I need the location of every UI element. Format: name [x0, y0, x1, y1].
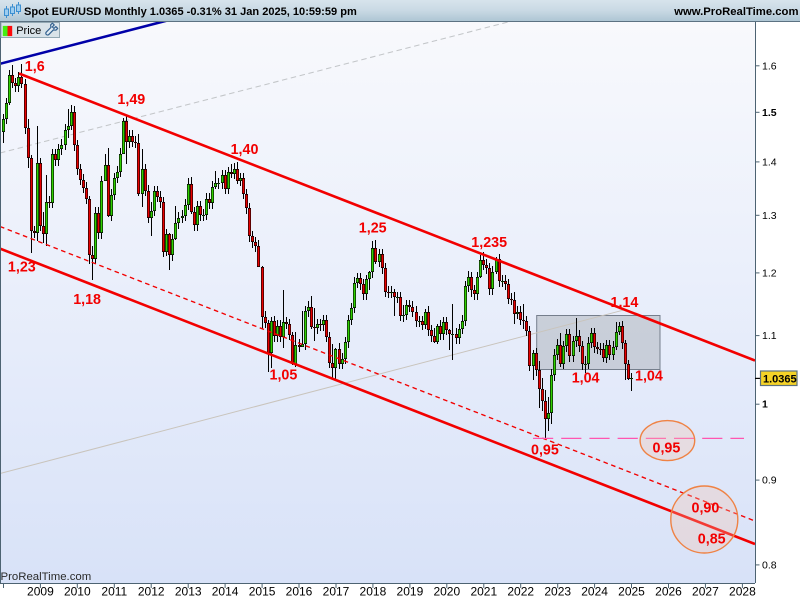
svg-text:2011: 2011 — [101, 585, 127, 599]
svg-text:0.9: 0.9 — [762, 475, 777, 487]
svg-text:1,14: 1,14 — [611, 295, 639, 311]
svg-text:1.3: 1.3 — [762, 210, 777, 222]
svg-text:2022: 2022 — [507, 585, 534, 599]
svg-text:Price: Price — [16, 25, 41, 37]
svg-text:1,05: 1,05 — [270, 368, 298, 384]
svg-text:2024: 2024 — [581, 585, 608, 599]
svg-text:ProRealTime.com: ProRealTime.com — [1, 571, 92, 583]
svg-text:2012: 2012 — [138, 585, 165, 599]
svg-text:0,85: 0,85 — [698, 532, 726, 548]
svg-text:1,40: 1,40 — [231, 142, 259, 158]
svg-text:2015: 2015 — [249, 585, 276, 599]
svg-text:0,95: 0,95 — [531, 443, 559, 459]
svg-text:2023: 2023 — [544, 585, 571, 599]
svg-text:2028: 2028 — [729, 585, 756, 599]
svg-text:0,95: 0,95 — [653, 441, 681, 457]
svg-text:2027: 2027 — [692, 585, 719, 599]
svg-text:1,18: 1,18 — [73, 292, 101, 308]
svg-text:0.8: 0.8 — [762, 559, 777, 571]
svg-text:1.1: 1.1 — [762, 330, 777, 342]
svg-text:1,235: 1,235 — [471, 235, 507, 251]
svg-text:2021: 2021 — [470, 585, 497, 599]
svg-text:Spot EUR/USD Monthly 1.0365 -0: Spot EUR/USD Monthly 1.0365 -0.31% 31 Ja… — [24, 6, 357, 18]
svg-text:1.6: 1.6 — [762, 60, 777, 72]
svg-text:1.0365: 1.0365 — [763, 373, 797, 385]
svg-text:2016: 2016 — [286, 585, 313, 599]
svg-text:0,90: 0,90 — [692, 500, 720, 516]
svg-text:2026: 2026 — [655, 585, 682, 599]
svg-text:1,23: 1,23 — [8, 259, 36, 275]
svg-text:1,6: 1,6 — [25, 59, 45, 75]
svg-text:2018: 2018 — [360, 585, 387, 599]
svg-text:1,04: 1,04 — [572, 371, 600, 387]
svg-text:2013: 2013 — [175, 585, 202, 599]
svg-text:1,49: 1,49 — [117, 92, 145, 108]
svg-text:www.ProRealTime.com: www.ProRealTime.com — [673, 6, 798, 18]
svg-text:1.5: 1.5 — [762, 107, 777, 119]
svg-text:1.2: 1.2 — [762, 267, 777, 279]
svg-text:2010: 2010 — [64, 585, 91, 599]
svg-text:1,04: 1,04 — [635, 369, 663, 385]
svg-text:2009: 2009 — [27, 585, 54, 599]
svg-text:1.4: 1.4 — [762, 156, 777, 168]
svg-text:2017: 2017 — [323, 585, 350, 599]
svg-text:2014: 2014 — [212, 585, 239, 599]
svg-text:2025: 2025 — [618, 585, 645, 599]
svg-text:1,25: 1,25 — [359, 221, 387, 237]
svg-text:2020: 2020 — [433, 585, 460, 599]
svg-text:1: 1 — [762, 399, 768, 411]
svg-text:2019: 2019 — [397, 585, 424, 599]
